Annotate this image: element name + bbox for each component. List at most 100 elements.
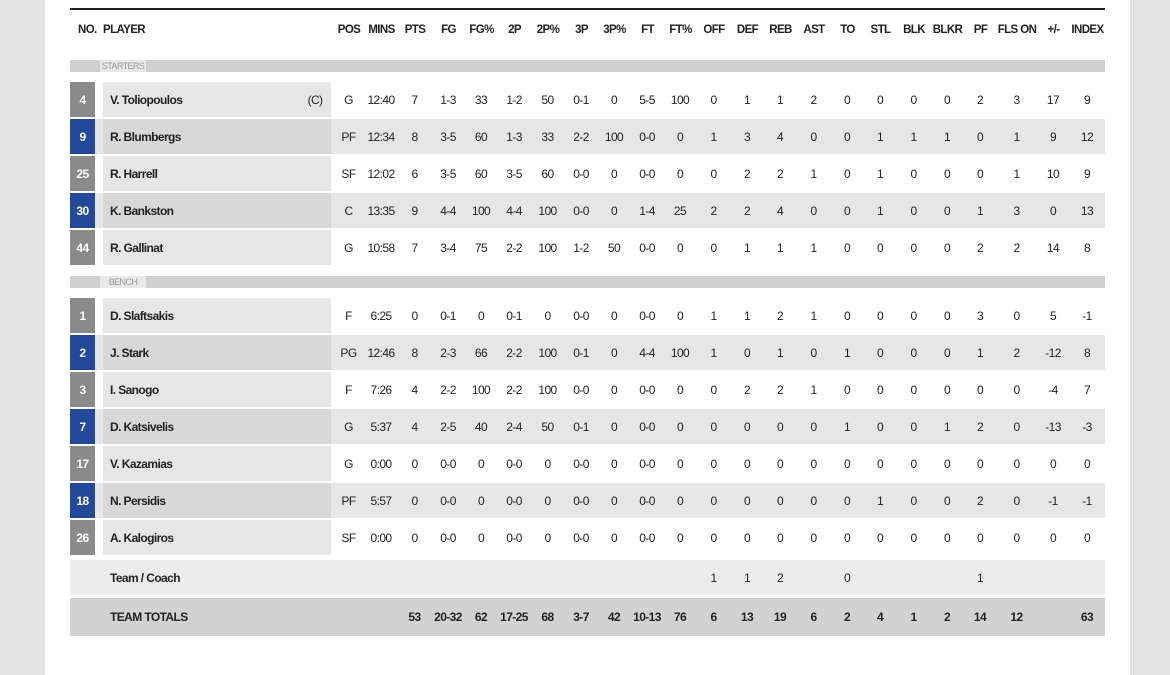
player-name: R. Gallinat — [103, 230, 331, 265]
player-number: 4 — [70, 82, 95, 117]
stat-cell: G — [333, 446, 364, 481]
header-cell: TO — [840, 24, 855, 36]
stat-cell: 0-0 — [565, 156, 597, 191]
stat-cell: 0 — [964, 446, 996, 481]
stat-cell: 0-1 — [565, 409, 597, 444]
section-bar — [70, 60, 1105, 72]
player-name: I. Sanogo — [103, 372, 331, 407]
stat-cell: 0 — [797, 335, 830, 370]
stat-cell: 100 — [531, 230, 564, 265]
stat-cell: 0 — [465, 446, 497, 481]
stat-cell: 0 — [664, 483, 696, 518]
stat-cell: 53 — [398, 598, 431, 636]
stat-cell: 0 — [697, 372, 730, 407]
player-number: 7 — [70, 409, 95, 444]
stat-cell: 12:34 — [365, 119, 397, 154]
stat-cell: 3-7 — [565, 598, 597, 636]
stat-cell: F — [333, 298, 364, 333]
stat-cell: 13:35 — [365, 193, 397, 228]
stat-cell: 1 — [797, 156, 830, 191]
stat-cell — [333, 598, 364, 636]
stat-cell: 8 — [1070, 335, 1104, 370]
stat-cell: 100 — [531, 193, 564, 228]
stat-cell: 0 — [797, 409, 830, 444]
stat-cell: 9 — [1070, 82, 1104, 117]
stat-cell: 0 — [531, 446, 564, 481]
stat-cell: 2 — [797, 82, 830, 117]
stat-cell: 0 — [831, 119, 863, 154]
stat-cell — [598, 560, 630, 595]
stat-cell: 0 — [598, 372, 630, 407]
stat-cell: 0 — [831, 446, 863, 481]
stat-cell: 100 — [531, 372, 564, 407]
stat-cell: 0 — [931, 520, 963, 555]
stat-cell: 100 — [598, 119, 630, 154]
stat-cell: 2 — [731, 372, 763, 407]
stat-cell: 0 — [1037, 193, 1069, 228]
stat-cell — [333, 560, 364, 595]
stat-cell: 7 — [398, 230, 431, 265]
stat-cell: 0 — [731, 335, 763, 370]
stat-cell: 0 — [831, 372, 863, 407]
stat-cell: 0-0 — [631, 446, 663, 481]
stat-cell: 3 — [997, 193, 1036, 228]
stat-cell: 0 — [531, 520, 564, 555]
player-number: 1 — [70, 298, 95, 333]
stat-cell: 0-0 — [631, 119, 663, 154]
stat-cell: 8 — [398, 119, 431, 154]
stat-cell: 0-0 — [631, 156, 663, 191]
stat-cell: 0 — [864, 409, 896, 444]
stat-cell: 4 — [764, 193, 796, 228]
stat-cell: 1 — [731, 82, 763, 117]
stat-cell: 3-4 — [432, 230, 464, 265]
stat-cell — [664, 560, 696, 595]
stat-cell: 0 — [831, 230, 863, 265]
stat-cell: 0-0 — [432, 520, 464, 555]
stat-cell: 0 — [398, 298, 431, 333]
stat-cell: 0 — [697, 156, 730, 191]
stat-cell: 0 — [897, 372, 930, 407]
header-cell: BLK — [903, 24, 925, 36]
stat-cell: 0 — [697, 520, 730, 555]
stat-cell: 13 — [731, 598, 763, 636]
stat-cell: 12:40 — [365, 82, 397, 117]
stat-cell: -13 — [1037, 409, 1069, 444]
stat-cell: 0 — [764, 446, 796, 481]
stat-cell: 60 — [531, 156, 564, 191]
stat-cell: 50 — [598, 230, 630, 265]
stat-cell: 1-3 — [498, 119, 530, 154]
stat-cell: 1-4 — [631, 193, 663, 228]
stat-cell: 60 — [465, 156, 497, 191]
section-bar — [70, 276, 1105, 288]
stat-cell: 0 — [664, 156, 696, 191]
stat-cell: 33 — [465, 82, 497, 117]
player-number: 44 — [70, 230, 95, 265]
stat-cell: SF — [333, 520, 364, 555]
stat-cell: 0 — [664, 372, 696, 407]
stat-cell: 0-0 — [498, 483, 530, 518]
stat-cell: 1 — [997, 119, 1036, 154]
header-cell: INDEX — [1071, 24, 1104, 36]
stat-cell: 1 — [797, 230, 830, 265]
stat-cell: 0 — [465, 298, 497, 333]
stat-cell: -3 — [1070, 409, 1104, 444]
stat-cell — [531, 560, 564, 595]
stat-cell: 0 — [897, 156, 930, 191]
stat-cell: 0 — [731, 446, 763, 481]
stat-cell: 0 — [831, 483, 863, 518]
stat-cell: 1 — [964, 335, 996, 370]
stat-cell: F — [333, 372, 364, 407]
stat-cell: 4-4 — [432, 193, 464, 228]
stat-cell: 0 — [465, 520, 497, 555]
stat-cell: 1 — [764, 82, 796, 117]
stat-cell: 100 — [531, 335, 564, 370]
stat-cell: 0 — [664, 298, 696, 333]
header-cell: MINS — [368, 24, 395, 36]
stat-cell: 3-5 — [432, 119, 464, 154]
stat-cell: 0 — [598, 409, 630, 444]
stat-cell: 0-0 — [565, 483, 597, 518]
stat-cell: 62 — [465, 598, 497, 636]
stat-cell: 8 — [1070, 230, 1104, 265]
stat-cell: 1 — [931, 119, 963, 154]
stat-cell: 1 — [964, 193, 996, 228]
